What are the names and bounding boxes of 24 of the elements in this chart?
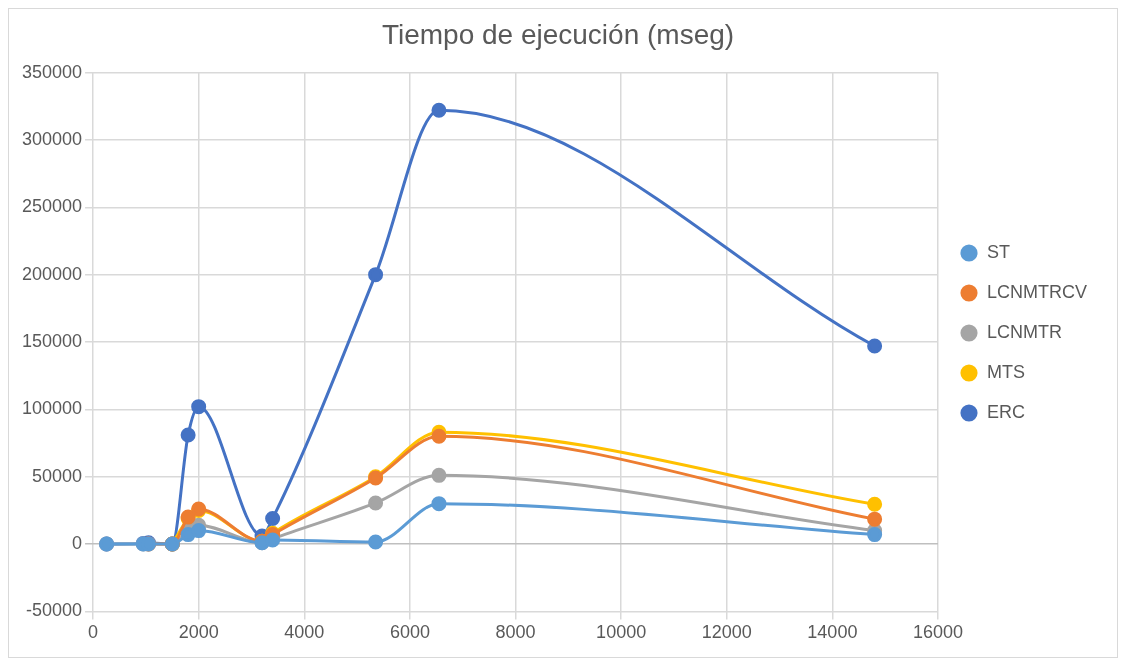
legend-label: ST (987, 241, 1011, 262)
y-tick-label: -50000 (26, 600, 83, 621)
y-tick-label: 50000 (32, 465, 83, 486)
y-tick-label: 150000 (21, 330, 83, 351)
y-tick-label: 300000 (21, 128, 83, 149)
y-tick-label: 100000 (21, 398, 83, 419)
legend-label: LCNMTR (987, 321, 1062, 342)
legend-label: LCNMTRCV (987, 281, 1088, 302)
legend-label: MTS (987, 361, 1025, 382)
x-tick-label: 2000 (178, 622, 219, 643)
x-tick-label: 8000 (495, 622, 536, 643)
chart-title: Tiempo de ejecución (mseg) (381, 18, 735, 50)
x-tick-label: 0 (88, 622, 99, 643)
x-tick-label: 12000 (701, 622, 752, 643)
x-tick-label: 14000 (807, 622, 858, 643)
legend-label: ERC (987, 401, 1026, 422)
x-tick-label: 10000 (596, 622, 647, 643)
x-tick-label: 4000 (284, 622, 325, 643)
y-tick-label: 200000 (21, 263, 83, 284)
y-tick-label: 350000 (21, 61, 83, 82)
y-tick-label: 250000 (21, 196, 83, 217)
y-tick-label: 0 (72, 533, 83, 554)
x-tick-label: 16000 (912, 622, 964, 643)
x-tick-label: 6000 (389, 622, 430, 643)
